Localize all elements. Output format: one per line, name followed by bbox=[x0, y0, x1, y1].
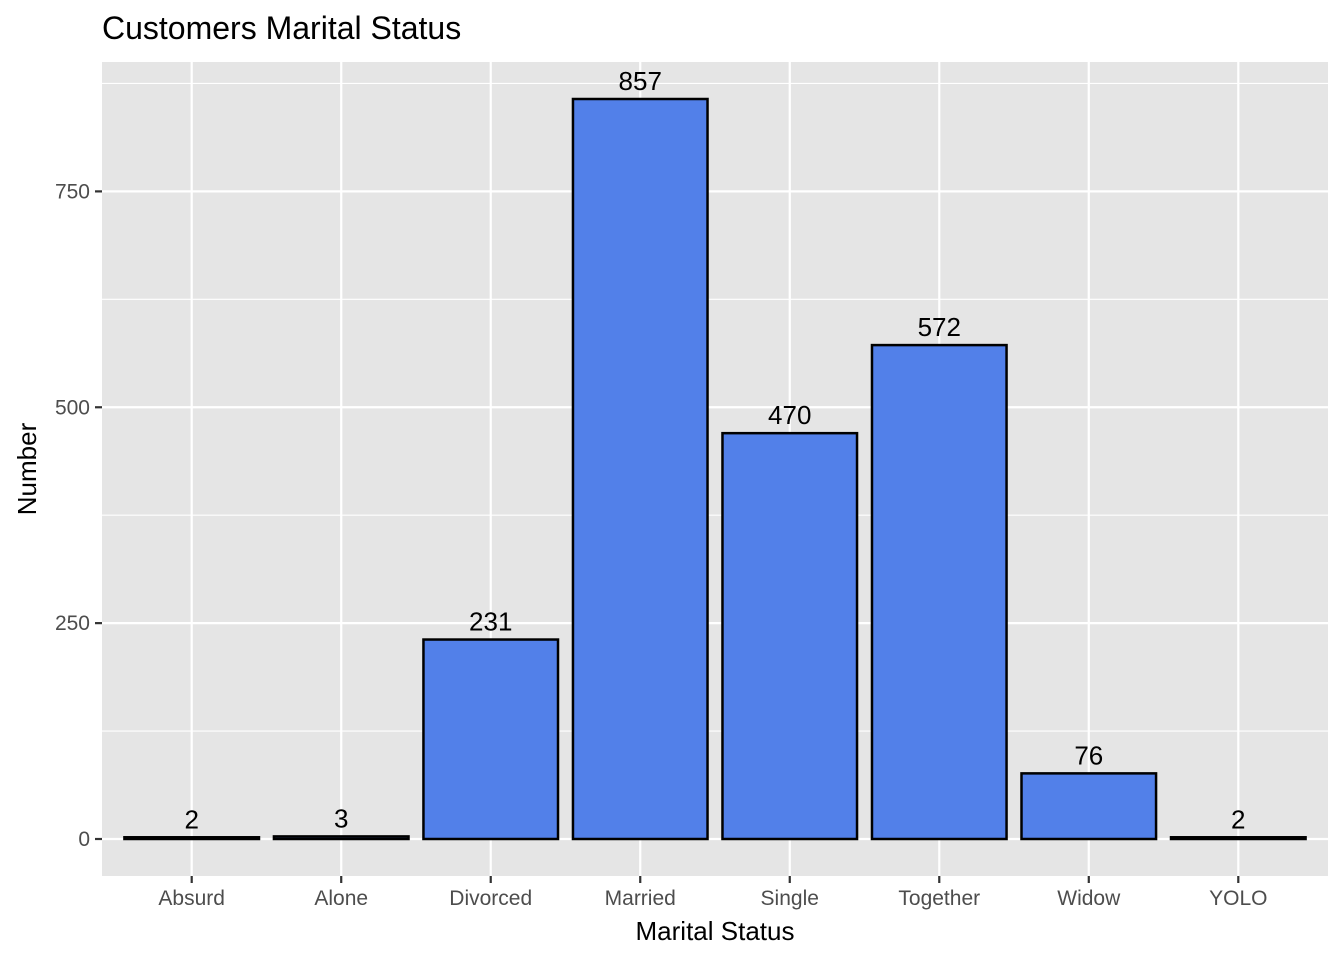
bar-single bbox=[721, 431, 859, 841]
x-axis: Absurd Alone Divorced Married Single Together… bbox=[158, 876, 1267, 910]
x-tick-label-married: Married bbox=[605, 887, 676, 910]
data-labels: 2 3 231 857 470 572 76 2 bbox=[184, 66, 1245, 834]
y-tick-label: 750 bbox=[55, 180, 90, 203]
x-axis-title: Marital Status bbox=[636, 916, 795, 946]
data-label-single: 470 bbox=[768, 400, 811, 430]
data-label-yolo: 2 bbox=[1231, 804, 1245, 834]
plot-panel bbox=[102, 62, 1328, 876]
y-tick-label: 0 bbox=[78, 828, 90, 851]
data-label-absurd: 2 bbox=[184, 804, 198, 834]
y-tick-label: 500 bbox=[55, 396, 90, 419]
chart-title: Customers Marital Status bbox=[102, 10, 461, 46]
x-tick-label-yolo: YOLO bbox=[1209, 887, 1267, 910]
data-label-married: 857 bbox=[619, 66, 662, 96]
bars bbox=[123, 97, 1307, 841]
x-tick-label-absurd: Absurd bbox=[158, 887, 225, 910]
x-tick-label-single: Single bbox=[761, 887, 819, 910]
bar-divorced bbox=[422, 638, 560, 841]
x-tick-label-alone: Alone bbox=[314, 887, 368, 910]
x-tick-label-divorced: Divorced bbox=[449, 887, 532, 910]
y-axis-title: Number bbox=[12, 422, 42, 515]
data-label-widow: 76 bbox=[1074, 740, 1103, 770]
bar-married bbox=[571, 97, 709, 841]
x-tick-label-widow: Widow bbox=[1057, 887, 1121, 910]
bar-together bbox=[870, 343, 1008, 841]
y-tick-label: 250 bbox=[55, 612, 90, 635]
grid-minor bbox=[102, 82, 1328, 732]
data-label-alone: 3 bbox=[334, 803, 348, 833]
x-tick-label-together: Together bbox=[898, 887, 980, 910]
data-label-divorced: 231 bbox=[469, 607, 512, 637]
data-label-together: 572 bbox=[918, 312, 961, 342]
bar-alone bbox=[272, 835, 410, 841]
bar-yolo bbox=[1169, 836, 1307, 841]
y-axis: 0 250 500 750 bbox=[55, 180, 102, 851]
bar-widow bbox=[1020, 772, 1158, 841]
bar-absurd bbox=[123, 836, 261, 841]
